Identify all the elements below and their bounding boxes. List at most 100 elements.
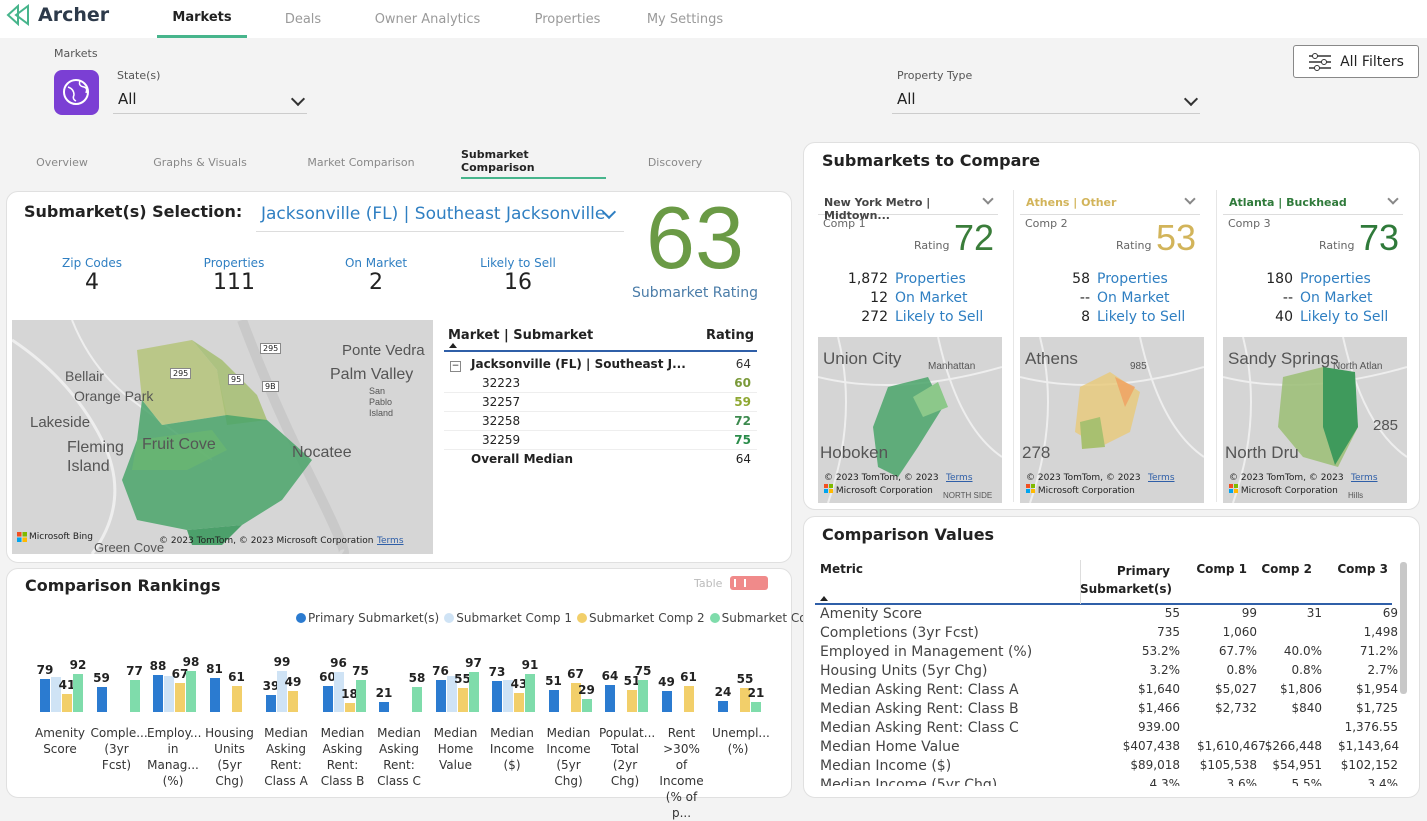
- chart-bar[interactable]: [435, 679, 446, 712]
- col-comp1[interactable]: Comp 1: [1196, 562, 1247, 576]
- values-row[interactable]: Median Home Value $407,438 $1,610,467 $266,…: [820, 739, 1400, 758]
- chart-bar[interactable]: [231, 685, 242, 712]
- chart-bar[interactable]: [446, 676, 457, 712]
- property-type-dropdown[interactable]: All: [892, 90, 1200, 114]
- map-terms-link[interactable]: Terms: [377, 536, 404, 546]
- col-comp2[interactable]: Comp 2: [1261, 562, 1312, 576]
- submarket-map[interactable]: Ponte Vedra Palm Valley San Pablo Island…: [12, 320, 433, 554]
- tab-submarket-comparison[interactable]: Submarket Comparison: [461, 145, 606, 179]
- comp-props-label[interactable]: Properties: [895, 271, 966, 287]
- nav-tab-markets[interactable]: Markets: [157, 0, 247, 38]
- sort-asc-icon[interactable]: [449, 343, 457, 348]
- tab-graphs-visuals[interactable]: Graphs & Visuals: [153, 155, 247, 169]
- chart-bar[interactable]: [718, 700, 728, 712]
- chart-bar[interactable]: [277, 670, 287, 712]
- legend-item[interactable]: Submarket Comp 1: [444, 611, 572, 625]
- chart-bar[interactable]: [457, 688, 468, 712]
- values-row[interactable]: Employed in Management (%) 53.2% 67.7% 40.0…: [820, 644, 1398, 663]
- nav-tab-properties[interactable]: Properties: [534, 11, 601, 27]
- chart-bar[interactable]: [492, 681, 502, 712]
- chart-bar[interactable]: [683, 685, 694, 712]
- chart-bar[interactable]: [751, 701, 761, 712]
- comp-onm-label[interactable]: On Market: [1300, 290, 1373, 306]
- chart-bar[interactable]: [333, 671, 344, 712]
- chart-bar[interactable]: [605, 684, 615, 712]
- chart-bar[interactable]: [209, 677, 220, 712]
- states-dropdown[interactable]: All: [113, 90, 307, 114]
- comp-props-label[interactable]: Properties: [1300, 271, 1371, 287]
- values-row[interactable]: Housing Units (5yr Chg) 3.2% 0.8% 0.8% 2.7%: [820, 663, 1398, 682]
- values-row[interactable]: Median Asking Rent: Class C 939.00 1,376.5…: [820, 720, 1398, 739]
- map-terms-link[interactable]: Terms: [1148, 473, 1175, 483]
- values-row[interactable]: Median Income (5yr Chg) 4.3% 3.6% 5.5% 3.4%: [820, 777, 1398, 786]
- comp-onm-label[interactable]: On Market: [1097, 290, 1170, 306]
- values-row[interactable]: Completions (3yr Fcst) 735 1,060 1,498: [820, 625, 1398, 644]
- chart-bar[interactable]: [129, 679, 140, 712]
- chart-bar[interactable]: [322, 686, 333, 712]
- table-row[interactable]: 32223: [482, 376, 521, 390]
- comp-map-2[interactable]: Athens 985 278 © 2023 TomTom, © 2023 Micros…: [1020, 337, 1204, 503]
- values-row[interactable]: Amenity Score 55 99 31 69: [820, 606, 1398, 625]
- table-header-rating[interactable]: Rating: [706, 328, 755, 343]
- tab-overview[interactable]: Overview: [36, 155, 88, 169]
- table-row[interactable]: 32258: [482, 414, 521, 428]
- chart-bar[interactable]: [266, 694, 276, 712]
- chart-bar[interactable]: [661, 690, 672, 712]
- chart-bar[interactable]: [73, 673, 83, 712]
- chart-bar[interactable]: [570, 683, 581, 712]
- table-row[interactable]: 32257: [482, 395, 521, 409]
- table-header-market[interactable]: Market | Submarket: [448, 328, 594, 343]
- app-logo[interactable]: Archer: [6, 4, 109, 26]
- tab-market-comparison[interactable]: Market Comparison: [307, 155, 415, 169]
- legend-item[interactable]: Primary Submarket(s): [296, 611, 439, 625]
- comp-props-label[interactable]: Properties: [1097, 271, 1168, 287]
- comp-dropdown-3[interactable]: Atlanta | Buckhead: [1223, 193, 1403, 215]
- col-metric[interactable]: Metric: [820, 562, 863, 576]
- chart-bar[interactable]: [638, 680, 648, 712]
- comp-lts-label[interactable]: Likely to Sell: [895, 309, 984, 325]
- sort-asc-icon[interactable]: [820, 596, 828, 601]
- comp-map-3[interactable]: Sandy Springs North Atlan North Dru Hills 28…: [1223, 337, 1407, 503]
- chart-bar[interactable]: [548, 689, 559, 712]
- comp-dropdown-2[interactable]: Athens | Other: [1020, 193, 1200, 215]
- chart-bar[interactable]: [62, 693, 72, 712]
- chart-bar[interactable]: [627, 689, 637, 712]
- all-filters-button[interactable]: All Filters: [1293, 45, 1419, 78]
- chart-bar[interactable]: [581, 698, 592, 712]
- kpi-zip-codes[interactable]: Zip Codes 4: [42, 256, 142, 295]
- submarket-dropdown[interactable]: Jacksonville (FL) | Southeast Jacksonvil…: [256, 204, 624, 232]
- table-toggle-switch[interactable]: [730, 576, 768, 590]
- map-terms-link[interactable]: Terms: [1351, 473, 1378, 483]
- chart-bar[interactable]: [51, 676, 61, 712]
- chart-bar[interactable]: [344, 702, 355, 712]
- tab-discovery[interactable]: Discovery: [647, 155, 703, 169]
- values-row[interactable]: Median Asking Rent: Class B $1,466 $2,732 $…: [820, 701, 1398, 720]
- comp-map-1[interactable]: Union City Manhattan Hoboken NORTH SIDE © 20…: [818, 337, 1002, 503]
- chart-bar[interactable]: [164, 676, 174, 712]
- chart-bar[interactable]: [514, 692, 524, 712]
- nav-tab-owner-analytics[interactable]: Owner Analytics: [374, 11, 481, 27]
- nav-tab-deals[interactable]: Deals: [284, 11, 322, 27]
- chart-bar[interactable]: [503, 679, 513, 712]
- col-primary[interactable]: Primary Submarket(s): [1080, 564, 1172, 596]
- kpi-likely-to-sell[interactable]: Likely to Sell 16: [463, 256, 573, 295]
- table-row[interactable]: 32259: [482, 433, 521, 447]
- legend-item[interactable]: Submarket Comp 2: [576, 611, 705, 625]
- map-terms-link[interactable]: Terms: [946, 473, 973, 483]
- chart-bar[interactable]: [288, 690, 298, 712]
- values-scrollbar[interactable]: [1400, 562, 1407, 694]
- comp-dropdown-1[interactable]: New York Metro | Midtown...: [818, 193, 998, 222]
- comp-lts-label[interactable]: Likely to Sell: [1300, 309, 1389, 325]
- chart-bar[interactable]: [96, 686, 107, 712]
- comp-lts-label[interactable]: Likely to Sell: [1097, 309, 1186, 325]
- kpi-on-market[interactable]: On Market 2: [326, 256, 426, 295]
- chart-bar[interactable]: [153, 675, 163, 712]
- values-row[interactable]: Median Income ($) $89,018 $105,538 $54,951 $…: [820, 758, 1398, 777]
- chart-bar[interactable]: [175, 683, 185, 712]
- kpi-properties[interactable]: Properties 111: [184, 256, 284, 295]
- values-row[interactable]: Median Asking Rent: Class A $1,640 $5,027 $…: [820, 682, 1398, 701]
- chart-bar[interactable]: [186, 671, 196, 712]
- table-row[interactable]: Jacksonville (FL) | Southeast J...: [471, 357, 686, 371]
- chart-bar[interactable]: [525, 673, 535, 712]
- nav-tab-my-settings[interactable]: My Settings: [646, 11, 724, 27]
